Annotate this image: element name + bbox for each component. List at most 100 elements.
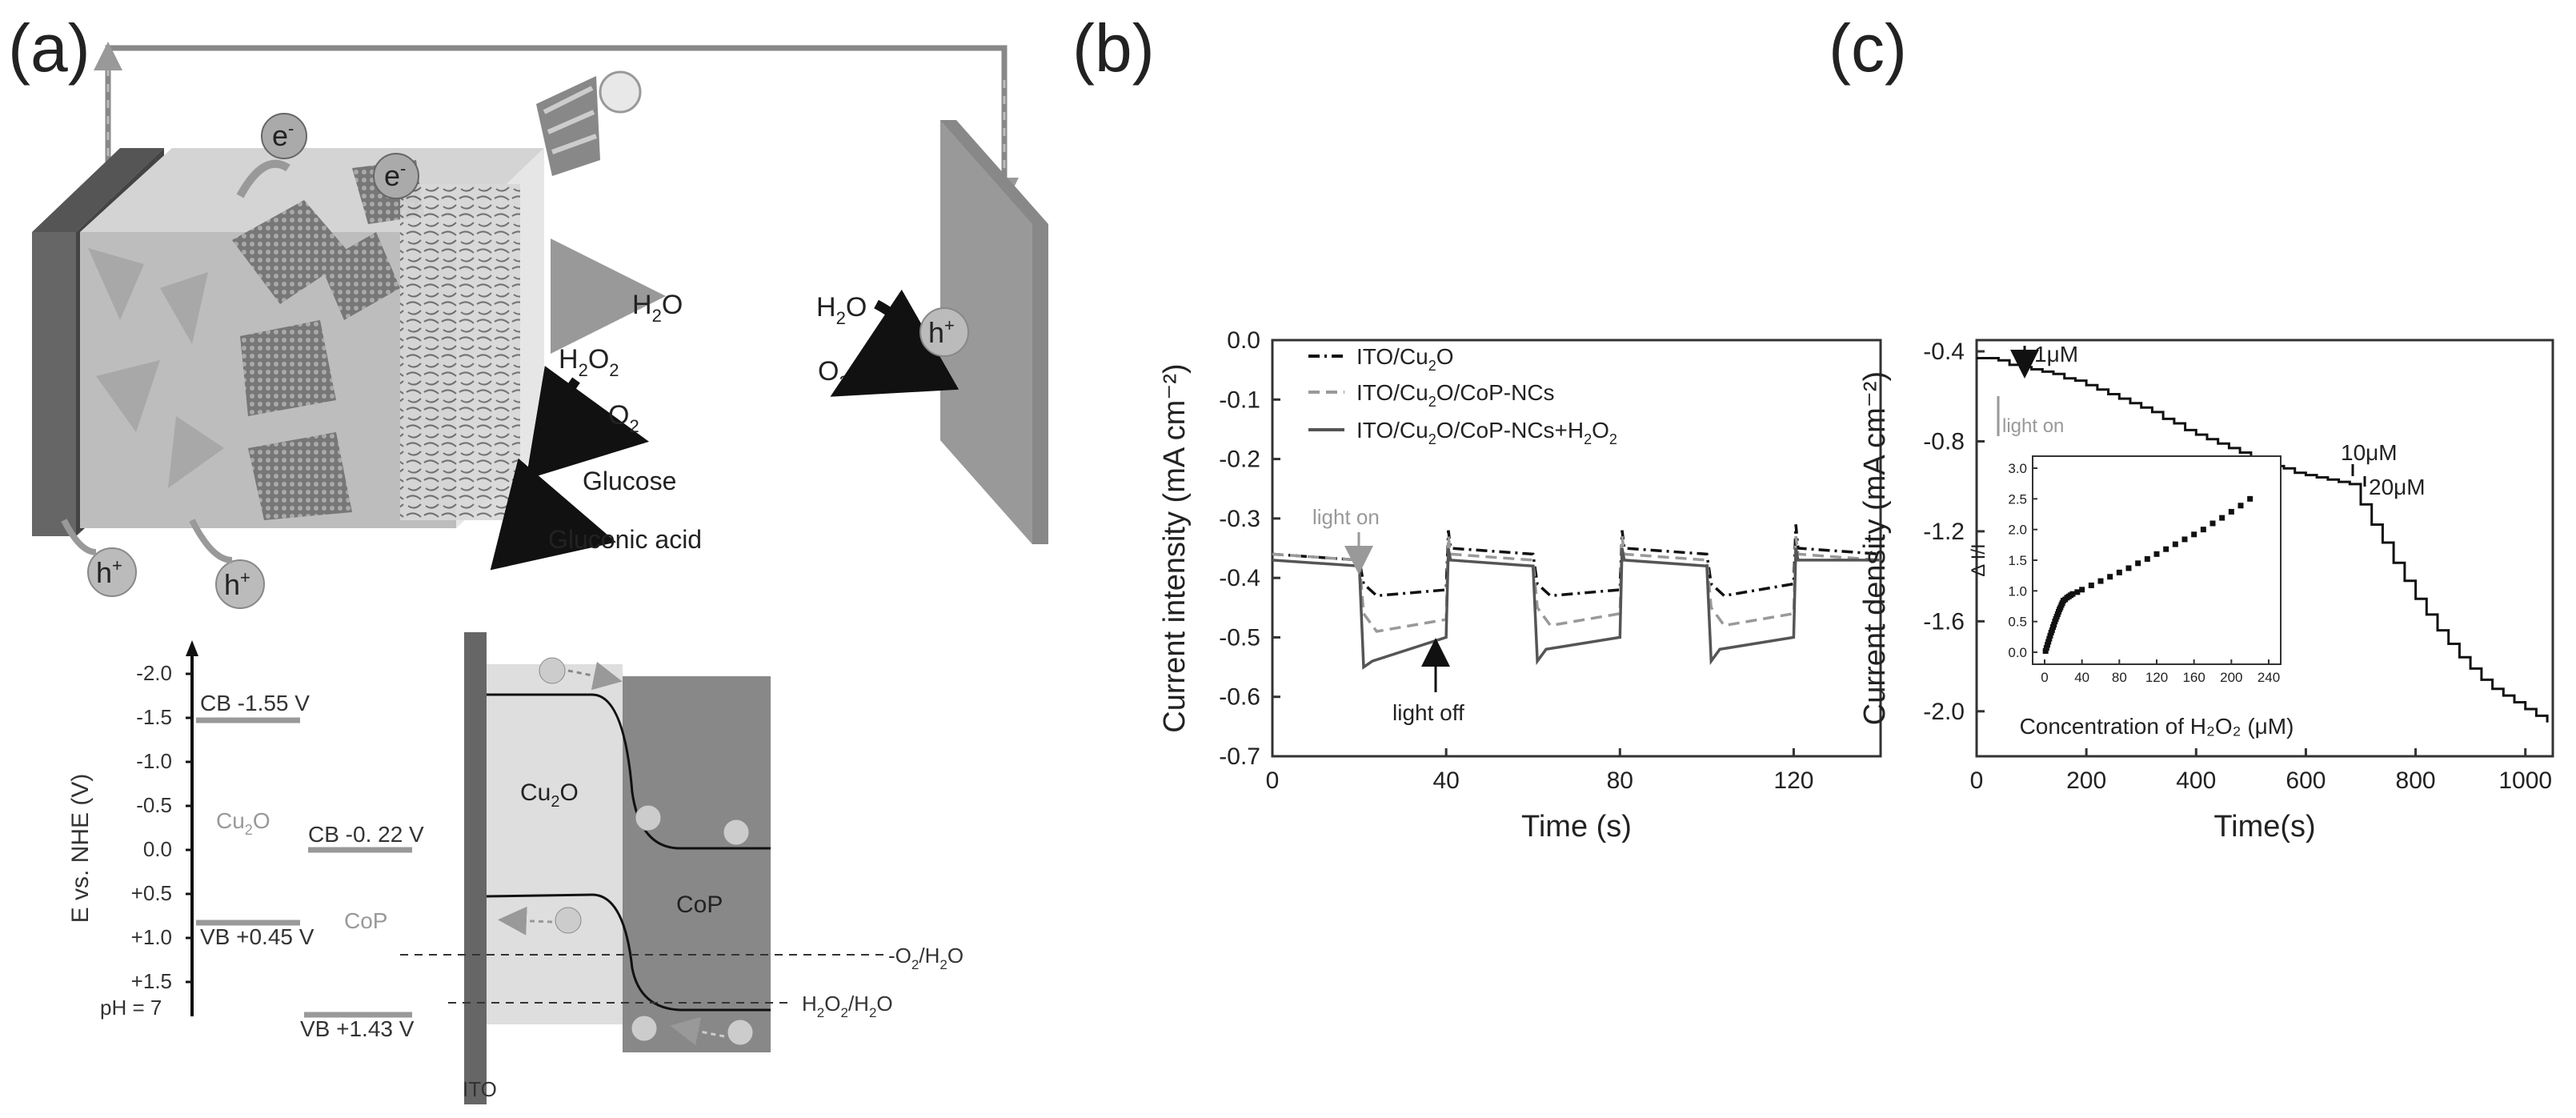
- chart-c-xtick-label: 1000: [2498, 767, 2552, 794]
- chart-b-ylabel: Current intensity (mA cm⁻²): [1158, 363, 1192, 732]
- inset-point: [2144, 555, 2150, 562]
- chart-b-series-1: [1272, 524, 1881, 598]
- chart-b-xlabel: Time (s): [1521, 810, 1632, 844]
- inset-xtick-label: 0: [2041, 670, 2048, 685]
- counter-electrode: [940, 120, 1048, 544]
- svg-text:h+: h+: [928, 315, 955, 349]
- inset-ytick-label: 2.0: [2008, 523, 2027, 538]
- svg-text:e-: e-: [384, 158, 406, 192]
- svg-text:-1.5: -1.5: [136, 705, 172, 729]
- inset-point: [2153, 551, 2160, 557]
- inset-xtick-label: 160: [2182, 670, 2205, 685]
- inset-ytick-label: 1.0: [2008, 583, 2027, 599]
- chart-b-xtick-label: 80: [1607, 767, 1633, 794]
- valence-band-curve: [486, 893, 771, 1012]
- svg-text:+0.5: +0.5: [131, 881, 172, 905]
- chart-b-xtick-label: 120: [1773, 767, 1813, 794]
- inset-ytick-label: 2.5: [2008, 491, 2027, 507]
- inset-point: [2200, 527, 2206, 533]
- panel-a-label: (a): [8, 10, 90, 86]
- svg-text:h+: h+: [96, 555, 122, 589]
- inset-point: [2074, 589, 2081, 595]
- inset-point: [2051, 622, 2057, 627]
- inset-point: [2079, 587, 2085, 593]
- svg-text:h+: h+: [224, 567, 250, 601]
- chart-b-ytick-label: -0.1: [1219, 387, 1260, 413]
- conduction-band-curve: [487, 693, 771, 850]
- panel-c-label: (c): [1829, 10, 1907, 86]
- cu2o-band-label: Cu2O: [216, 808, 270, 838]
- chart-b-xtick-label: 40: [1432, 767, 1459, 794]
- svg-text:0.0: 0.0: [143, 837, 172, 861]
- chart-b-ytick-label: -0.6: [1219, 684, 1260, 711]
- inset-point: [2135, 560, 2141, 567]
- ito-label: ITO: [463, 1077, 497, 1101]
- inset-point: [2045, 639, 2052, 645]
- inset-point: [2219, 515, 2225, 521]
- inset-point: [2088, 582, 2094, 588]
- inset-xtick-label: 200: [2220, 670, 2242, 685]
- chart-b-series-3: [1272, 547, 1881, 670]
- cop-layer-label: CoP: [676, 892, 723, 918]
- inset-xtick-label: 240: [2258, 670, 2280, 685]
- chart-c-xtick-label: 600: [2286, 767, 2326, 794]
- inset-point: [2046, 635, 2053, 642]
- cop-layer: [623, 676, 771, 1052]
- inset-point: [2247, 495, 2253, 502]
- chart-b-legend: ITO/Cu2O ITO/Cu2O/CoP-NCs ITO/Cu2O/CoP-N…: [1308, 344, 1617, 447]
- chart-c-frame: [1975, 339, 2554, 758]
- cop-cb-label: CB -0. 22 V: [308, 822, 424, 847]
- chart-c-xtick-label: 400: [2176, 767, 2216, 794]
- chart-b-ytick-label: -0.5: [1219, 624, 1260, 651]
- light-on-annotation: light on: [1312, 505, 1380, 529]
- svg-text:-1.0: -1.0: [136, 749, 172, 773]
- chart-b-ytick-label: -0.3: [1219, 506, 1260, 532]
- glucose-label: Glucose: [583, 467, 676, 495]
- cu2o-vb-label: VB +0.45 V: [200, 924, 314, 949]
- inset-ytick-label: 3.0: [2008, 461, 2027, 476]
- inset-point: [2049, 627, 2055, 633]
- inset-xtick-label: 120: [2145, 670, 2168, 685]
- inset-ytick-label: 1.5: [2008, 553, 2027, 568]
- inset-point: [2042, 647, 2049, 654]
- chart-c-ylabel: Current density (mA cm⁻²): [1858, 371, 1892, 725]
- chart-b-ytick-label: -0.2: [1219, 447, 1260, 473]
- annotation-light-on: light on: [2002, 415, 2064, 437]
- svg-text:+1.0: +1.0: [131, 925, 172, 949]
- chart-b-ytick-label: -0.7: [1219, 743, 1260, 770]
- electron-marker-2: e-: [373, 153, 419, 199]
- inset-xlabel: Concentration of H₂O₂ (μM): [2020, 714, 2294, 739]
- circuit-wire: [105, 45, 1008, 204]
- cop-vb-label: VB +1.43 V: [300, 1016, 415, 1041]
- svg-text:+1.5: +1.5: [131, 969, 172, 993]
- inset-point: [2043, 645, 2049, 651]
- chart-b-ytick-label: -0.4: [1219, 565, 1260, 591]
- svg-text:e-: e-: [272, 118, 294, 152]
- chart-c-ytick-label: -0.8: [1923, 428, 1965, 455]
- chart-c-ytick-label: -1.2: [1923, 519, 1965, 545]
- inset-xtick-label: 40: [2074, 670, 2089, 685]
- inset-point: [2172, 541, 2178, 547]
- chart-b-frame: [1271, 339, 1882, 758]
- chart-c-ytick-label: -2.0: [1923, 699, 1965, 725]
- cop-band-label: CoP: [344, 908, 387, 933]
- inset-point: [2097, 578, 2104, 584]
- annotation-10uM: 10μM: [2341, 440, 2398, 465]
- inset-point: [2047, 632, 2053, 639]
- inset-point: [2069, 591, 2076, 597]
- inset-point: [2191, 531, 2197, 538]
- h2o-label: H2O: [632, 290, 683, 326]
- chart-c-ytick-label: -0.4: [1923, 339, 1965, 365]
- chart-c-ytick-label: -1.6: [1923, 608, 1965, 635]
- band-axis-ticks: -2.0 -1.5 -1.0 -0.5 0.0 +0.5 +1.0 +1.5: [131, 661, 172, 993]
- legend-item-2: ITO/Cu2O/CoP-NCs: [1356, 380, 1555, 410]
- band-axis-label: E vs. NHE (V): [67, 774, 94, 924]
- chart-c-xtick-label: 0: [1970, 767, 1984, 794]
- cu2o-cb-label: CB -1.55 V: [200, 691, 310, 715]
- o2-h2o-couple-label: -O2/H2O: [888, 944, 963, 972]
- inset-point: [2125, 565, 2132, 571]
- counter-hole-marker: h+: [919, 307, 969, 357]
- panel-b-label: (b): [1072, 10, 1155, 86]
- hole-marker-1: h+: [87, 547, 137, 597]
- light-source: [536, 70, 642, 176]
